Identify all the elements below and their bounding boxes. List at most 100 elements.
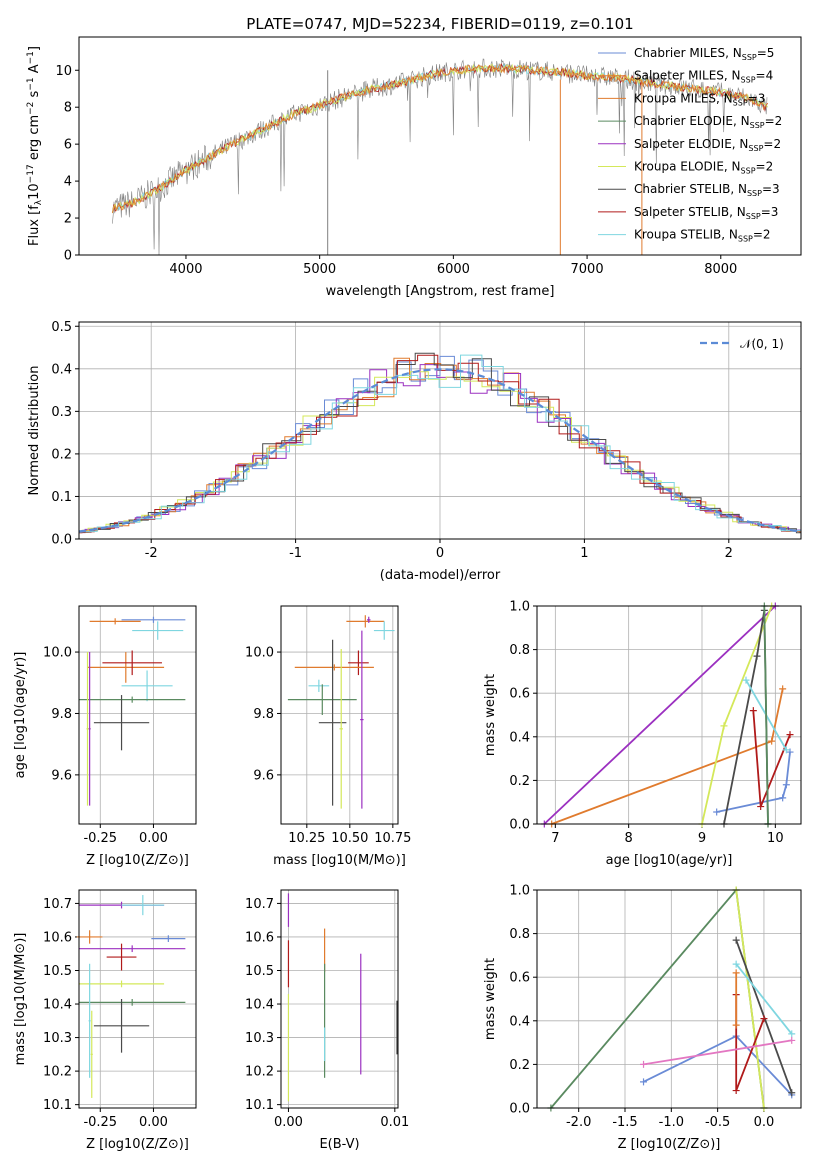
data-point-marker: [732, 1087, 740, 1095]
tick-label-x: 0.00: [139, 1115, 168, 1130]
tick-label-x: 10: [767, 831, 784, 846]
mass-weight-series: [716, 751, 791, 813]
data-point-marker: [640, 1078, 648, 1086]
tick-label-y: 0.3: [51, 405, 72, 420]
tick-label-y: 6: [64, 138, 72, 153]
tick-label-y: 10.3: [43, 1031, 72, 1046]
tick-label-x: -1.0: [659, 1115, 684, 1130]
tick-label-x: 8: [625, 831, 633, 846]
tick-label-x: 7000: [571, 262, 604, 277]
tick-label-y: 10.3: [245, 1031, 274, 1046]
histogram-group: [79, 352, 801, 534]
mass-weight-series: [735, 889, 765, 1109]
figure-title: PLATE=0747, MJD=52234, FIBERID=0119, z=0…: [246, 15, 633, 33]
legend-entry: 𝒩(0, 1): [740, 337, 784, 351]
frame-age_vs_mass: [280, 605, 399, 825]
x-axis-label: Z [log10(Z/Z⊙)]: [618, 1137, 721, 1152]
tick-label-x: 6000: [437, 262, 470, 277]
spectrum-group: [111, 58, 768, 255]
tick-label-y: 0.0: [509, 1102, 530, 1117]
data-point-marker: [782, 781, 790, 789]
data-point-marker: [732, 969, 740, 977]
data-point-marker: [749, 707, 757, 715]
data-point-marker: [786, 748, 794, 756]
legend-entry: Salpeter MILES, NSSP=4: [634, 69, 773, 85]
tick-label-y: 10.4: [43, 998, 72, 1013]
data-point-marker: [760, 1015, 768, 1023]
data-point-marker: [779, 794, 787, 802]
data-point-marker: [782, 746, 790, 754]
axes-age_vs_mass: 10.25 10.50 10.75 9.6 9.8 10.0: [245, 606, 411, 846]
y-axis-label: age [log10(age/yr)]: [13, 652, 28, 779]
tick-label-x: 9: [698, 831, 706, 846]
frame-age_vs_Z: [78, 605, 197, 825]
tick-label-x: 10.75: [374, 831, 411, 846]
axes-massweight_vs_Z: -2.0 -1.5 -1.0 -0.5 0.0 0.0 0.2 0.4 0.6 0.8 1.0: [509, 884, 801, 1130]
tick-label-y: 0.1: [51, 490, 72, 505]
mass-weight-series: [643, 1039, 792, 1066]
tick-label-y: 0.4: [509, 730, 530, 745]
tick-label-y: 0: [64, 249, 72, 264]
tick-label-y: 10.5: [245, 964, 274, 979]
tick-label-x: 8000: [704, 262, 737, 277]
frame-residuals: [78, 321, 802, 540]
tick-label-y: 0.2: [509, 774, 530, 789]
axes-residuals: -2 -1 0 1 2 0.0 0.1 0.2 0.3 0.4 0.5: [51, 320, 801, 561]
legend-entry: Chabrier MILES, NSSP=5: [634, 46, 774, 62]
data-point-marker: [742, 676, 750, 684]
frame-massweight_vs_age: [536, 605, 802, 825]
tick-label-y: 9.8: [253, 707, 274, 722]
tick-label-y: 0.2: [51, 447, 72, 462]
gaussian-reference-curve: [79, 368, 801, 533]
tick-label-y: 10.4: [245, 998, 274, 1013]
tick-label-y: 10.1: [245, 1098, 274, 1113]
x-axis-label: mass [log10(M/M⊙)]: [273, 853, 406, 868]
tick-label-y: 0.4: [51, 362, 72, 377]
tick-label-x: 10.25: [288, 831, 325, 846]
legend-entry: Chabrier ELODIE, NSSP=2: [634, 114, 782, 130]
mass-weight-series: [701, 605, 773, 825]
mass-weight-series: [723, 610, 769, 825]
legend-entry: Chabrier STELIB, NSSP=3: [634, 182, 780, 198]
tick-label-x: 0.01: [380, 1115, 409, 1130]
tick-label-y: 0.6: [509, 687, 530, 702]
axes-spectrum: 4000 5000 6000 7000 8000 0 2 4 6 8 10: [55, 64, 737, 277]
tick-label-y: 10.2: [245, 1065, 274, 1080]
tick-label-x: 5000: [303, 262, 336, 277]
frame-massweight_vs_Z: [536, 889, 802, 1109]
y-axis-label: mass weight: [483, 958, 498, 1040]
tick-label-x: 10.50: [331, 831, 368, 846]
y-axis-label: mass [log10(M/M⊙)]: [13, 933, 28, 1066]
histogram-series: [79, 371, 801, 533]
axes-massweight_vs_age: 7 8 9 10 0.0 0.2 0.4 0.6 0.8 1.0: [509, 600, 801, 846]
tick-label-x: -1.5: [612, 1115, 637, 1130]
frame-mass_vs_EBV: [280, 889, 399, 1109]
tick-label-x: 1: [580, 546, 588, 561]
x-axis-label: Z [log10(Z/Z⊙)]: [86, 1137, 189, 1152]
legend-entry: Salpeter ELODIE, NSSP=2: [634, 137, 781, 153]
frame-mass_vs_Z: [78, 889, 197, 1109]
tick-label-y: 0.8: [509, 643, 530, 658]
legend-entry: Kroupa ELODIE, NSSP=2: [634, 160, 773, 176]
tick-label-y: 10.1: [43, 1098, 72, 1113]
data-point-marker: [713, 808, 721, 816]
tick-label-x: 0: [436, 546, 444, 561]
data-point-marker: [720, 722, 728, 730]
data-point-marker: [732, 960, 740, 968]
axes-age_vs_Z: -0.25 0.00 9.6 9.8 10.0: [43, 606, 196, 846]
legend-entry: Salpeter STELIB, NSSP=3: [634, 205, 778, 221]
legend-entry: Kroupa MILES, NSSP=3: [634, 91, 765, 107]
x-axis-label: age [log10(age/yr)]: [606, 853, 733, 868]
data-point-marker: [786, 731, 794, 739]
data-point-marker: [732, 1021, 740, 1029]
x-axis-label: wavelength [Angstrom, rest frame]: [326, 284, 555, 299]
tick-label-y: 2: [64, 212, 72, 227]
tick-label-y: 9.8: [51, 707, 72, 722]
histogram-series: [79, 352, 801, 534]
tick-label-y: 10.0: [43, 646, 72, 661]
data-point-marker: [757, 803, 765, 811]
tick-label-y: 1.0: [509, 884, 530, 899]
tick-label-y: 0.2: [509, 1058, 530, 1073]
data-point-marker: [753, 652, 761, 660]
